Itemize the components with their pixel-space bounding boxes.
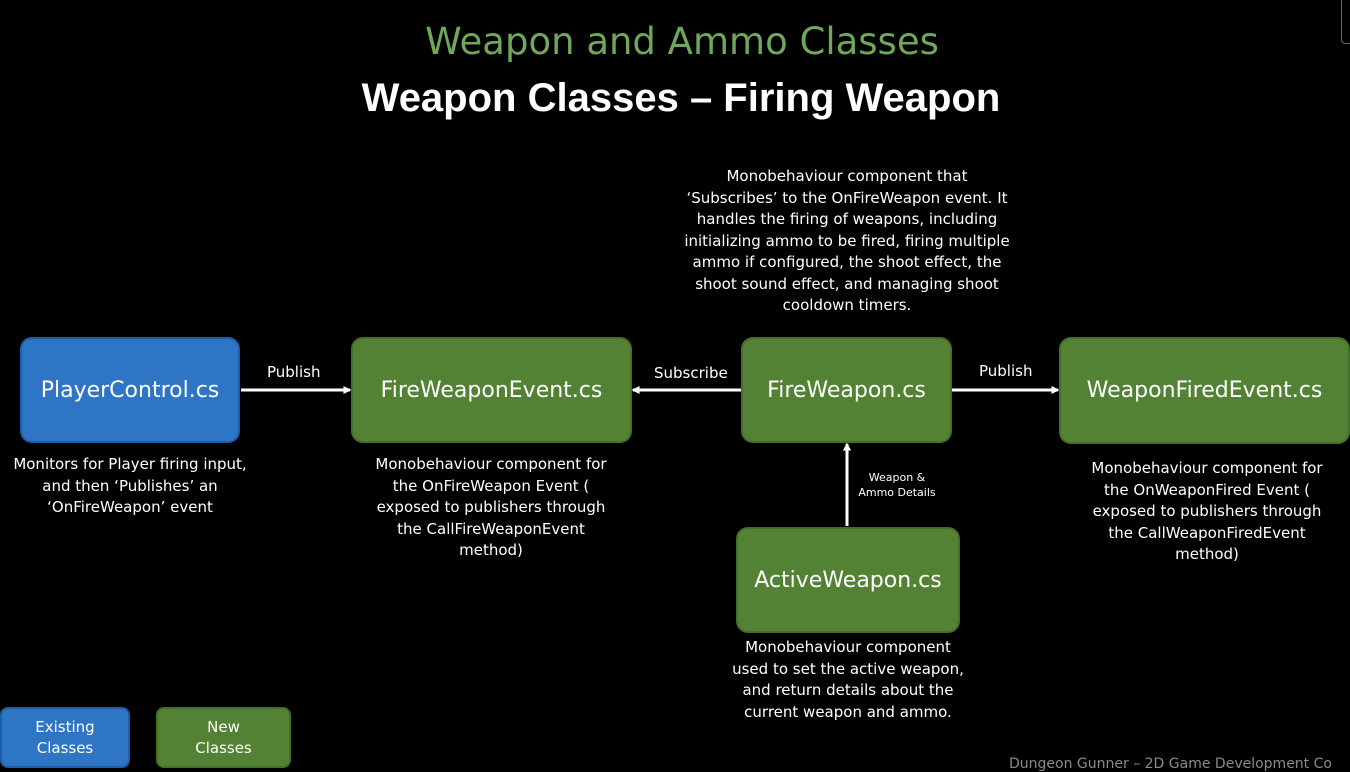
description-line: ammo if configured, the shoot effect, th…: [692, 253, 1002, 271]
player-control-label: PlayerControl.cs: [40, 377, 220, 403]
description-line: ‘OnFireWeapon’ event: [47, 498, 213, 516]
publish-label-1: Publish: [267, 363, 321, 381]
footer-course-title: Dungeon Gunner – 2D Game Development Co: [1009, 756, 1332, 772]
active-weapon-node: ActiveWeapon.cs: [736, 527, 960, 633]
active-weapon-description: Monobehaviour component used to set the …: [708, 637, 988, 723]
description-line: the CallFireWeaponEvent: [397, 519, 585, 538]
description-line: and then ‘Publishes’ an: [42, 476, 218, 495]
description-line: current weapon and ammo.: [744, 702, 952, 721]
description-line: used to set the active weapon,: [732, 659, 964, 678]
subscribe-label: Subscribe: [654, 364, 728, 382]
fire-weapon-event-label: FireWeaponEvent.cs: [380, 377, 603, 403]
slide-subtitle: Weapon and Ammo Classes: [425, 20, 939, 63]
description-line: the CallWeaponFiredEvent: [1108, 523, 1306, 542]
description-line: the OnWeaponFired Event (: [1104, 480, 1310, 499]
description-line: method): [459, 541, 523, 559]
legend-new-line1: New: [207, 717, 240, 736]
weapon-fired-event-node: WeaponFiredEvent.cs: [1059, 337, 1350, 444]
publish-label-2: Publish: [979, 362, 1033, 380]
description-line: Monitors for Player firing input,: [13, 455, 247, 473]
weapon-fired-event-description: Monobehaviour component for the OnWeapon…: [1057, 458, 1350, 566]
weapon-fired-event-label: WeaponFiredEvent.cs: [1086, 378, 1323, 403]
description-line: exposed to publishers through: [1092, 502, 1322, 520]
description-line: shoot sound effect, and managing shoot: [695, 274, 999, 293]
fire-weapon-label: FireWeapon.cs: [767, 377, 926, 403]
active-weapon-label: ActiveWeapon.cs: [754, 567, 942, 593]
window-corner-edge: [1341, 0, 1350, 44]
description-line: and return details about the: [742, 681, 954, 699]
slide-title: Weapon Classes – Firing Weapon: [361, 76, 1001, 120]
description-line: cooldown timers.: [782, 296, 912, 314]
description-line: the OnFireWeapon Event (: [392, 476, 590, 495]
description-line: Monobehaviour component: [745, 638, 951, 656]
fire-weapon-node: FireWeapon.cs: [741, 337, 952, 443]
legend-existing-line1: Existing: [35, 717, 95, 736]
player-control-description: Monitors for Player firing input, and th…: [0, 454, 260, 519]
legend-new-line2: Classes: [195, 738, 252, 757]
legend-new-classes: New Classes: [156, 707, 291, 768]
description-line: Monobehaviour component for: [375, 455, 607, 473]
legend-existing-line2: Classes: [36, 738, 94, 757]
fire-weapon-description: Monobehaviour component that ‘Subscribes…: [662, 166, 1032, 317]
weapon-ammo-label-line2: Ammo Details: [858, 486, 936, 499]
weapon-ammo-label-line1: Weapon &: [868, 471, 926, 484]
player-control-node: PlayerControl.cs: [20, 337, 240, 443]
fire-weapon-event-node: FireWeaponEvent.cs: [351, 337, 632, 443]
description-line: method): [1175, 545, 1239, 563]
fire-weapon-event-description: Monobehaviour component for the OnFireWe…: [341, 454, 641, 562]
description-line: initializing ammo to be fired, firing mu…: [684, 231, 1010, 250]
weapon-ammo-label: Weapon & Ammo Details: [852, 470, 942, 500]
legend-existing-classes: Existing Classes: [0, 707, 130, 768]
description-line: Monobehaviour component for: [1091, 459, 1323, 477]
description-line: exposed to publishers through: [376, 498, 606, 516]
description-line: ‘Subscribes’ to the OnFireWeapon event. …: [686, 188, 1008, 207]
description-line: Monobehaviour component that: [726, 167, 968, 185]
description-line: handles the firing of weapons, including: [696, 210, 998, 228]
